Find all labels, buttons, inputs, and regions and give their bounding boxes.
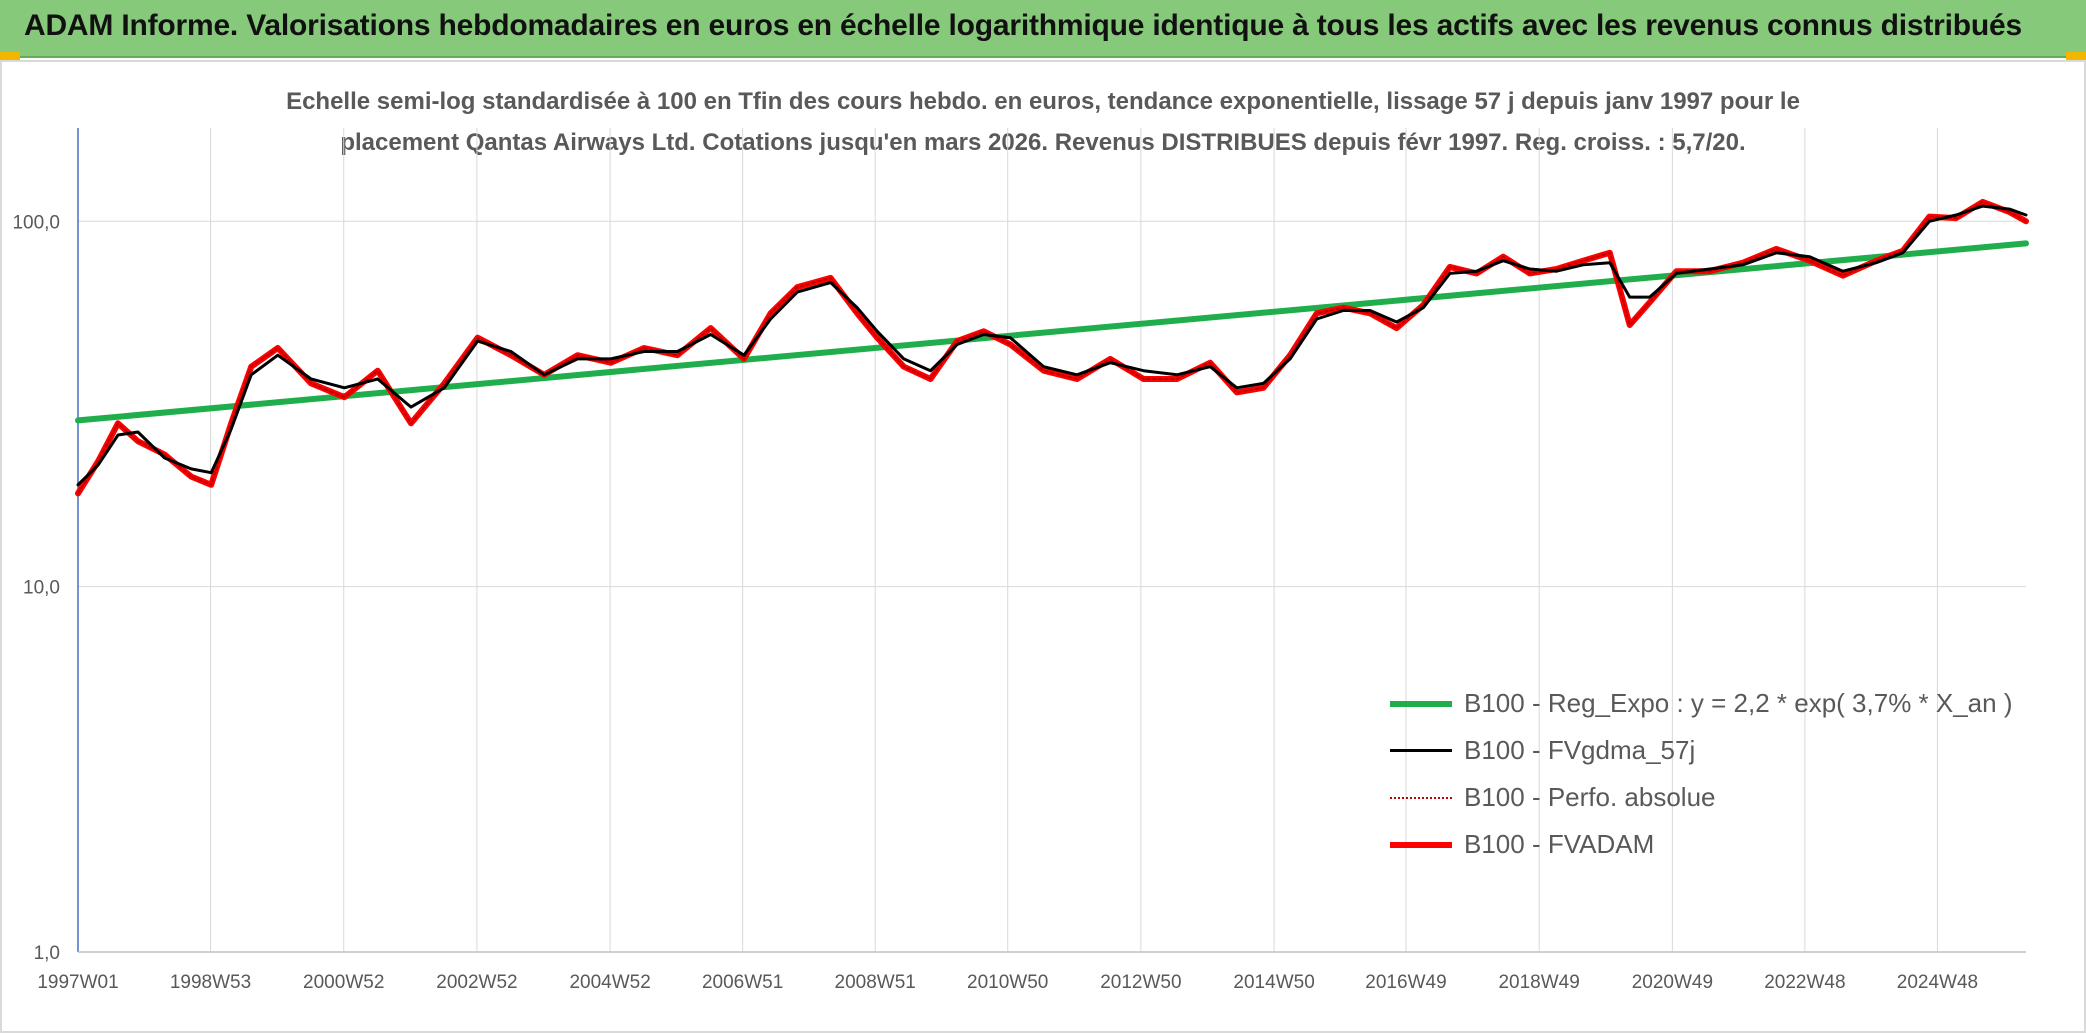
y-tick-label: 10,0 [23, 578, 60, 599]
x-tick-label: 2006W51 [702, 972, 783, 993]
x-tick-label: 2012W50 [1100, 972, 1181, 993]
legend-swatch-fvadam [1390, 841, 1452, 848]
x-tick-label: 2020W49 [1632, 972, 1713, 993]
x-tick-label: 1997W01 [37, 972, 118, 993]
x-tick-label: 1998W53 [170, 972, 251, 993]
x-tick-label: 2016W49 [1365, 972, 1446, 993]
x-tick-label: 2018W49 [1498, 972, 1579, 993]
chart-title-line-1: Echelle semi-log standardisée à 100 en T… [286, 88, 1800, 115]
legend-label-regression: B100 - Reg_Expo : y = 2,2 * exp( 3,7% * … [1464, 688, 2013, 718]
chart-legend: B100 - Reg_Expo : y = 2,2 * exp( 3,7% * … [1390, 680, 2013, 868]
legend-item: B100 - FVgdma_57j [1390, 727, 2013, 774]
legend-swatch-regression [1390, 700, 1452, 707]
legend-swatch-smoothed [1390, 749, 1452, 752]
x-tick-label: 2008W51 [835, 972, 916, 993]
series-line-smoothed [76, 204, 2028, 487]
y-tick-label: 100,0 [12, 212, 60, 233]
legend-item: B100 - Perfo. absolue [1390, 774, 2013, 821]
chart-title-line-2: placement Qantas Airways Ltd. Cotations … [340, 129, 1746, 156]
corner-marker-right [2066, 52, 2086, 60]
x-tick-label: 2010W50 [967, 972, 1048, 993]
series-line-absolute [77, 200, 2027, 495]
series-line-regression [75, 240, 2029, 424]
x-tick-label: 2014W50 [1233, 972, 1314, 993]
y-tick-label: 1,0 [34, 943, 60, 964]
legend-label-fvadam: B100 - FVADAM [1464, 829, 1655, 859]
x-tick-label: 2000W52 [303, 972, 384, 993]
series-line-fvadam [75, 198, 2029, 497]
page-title: ADAM Informe. Valorisations hebdomadaire… [24, 9, 2022, 42]
legend-item: B100 - Reg_Expo : y = 2,2 * exp( 3,7% * … [1390, 680, 2013, 727]
legend-label-smoothed: B100 - FVgdma_57j [1464, 735, 1696, 765]
x-tick-label: 2004W52 [569, 972, 650, 993]
x-tick-label: 2024W48 [1897, 972, 1978, 993]
corner-marker-left [0, 52, 20, 60]
chart-frame [0, 60, 2086, 1033]
x-tick-label: 2022W48 [1764, 972, 1845, 993]
legend-swatch-absolute [1390, 796, 1452, 799]
x-tick-label: 2002W52 [436, 972, 517, 993]
legend-label-absolute: B100 - Perfo. absolue [1464, 782, 1716, 812]
header-banner: ADAM Informe. Valorisations hebdomadaire… [0, 0, 2086, 58]
legend-item: B100 - FVADAM [1390, 821, 2013, 868]
